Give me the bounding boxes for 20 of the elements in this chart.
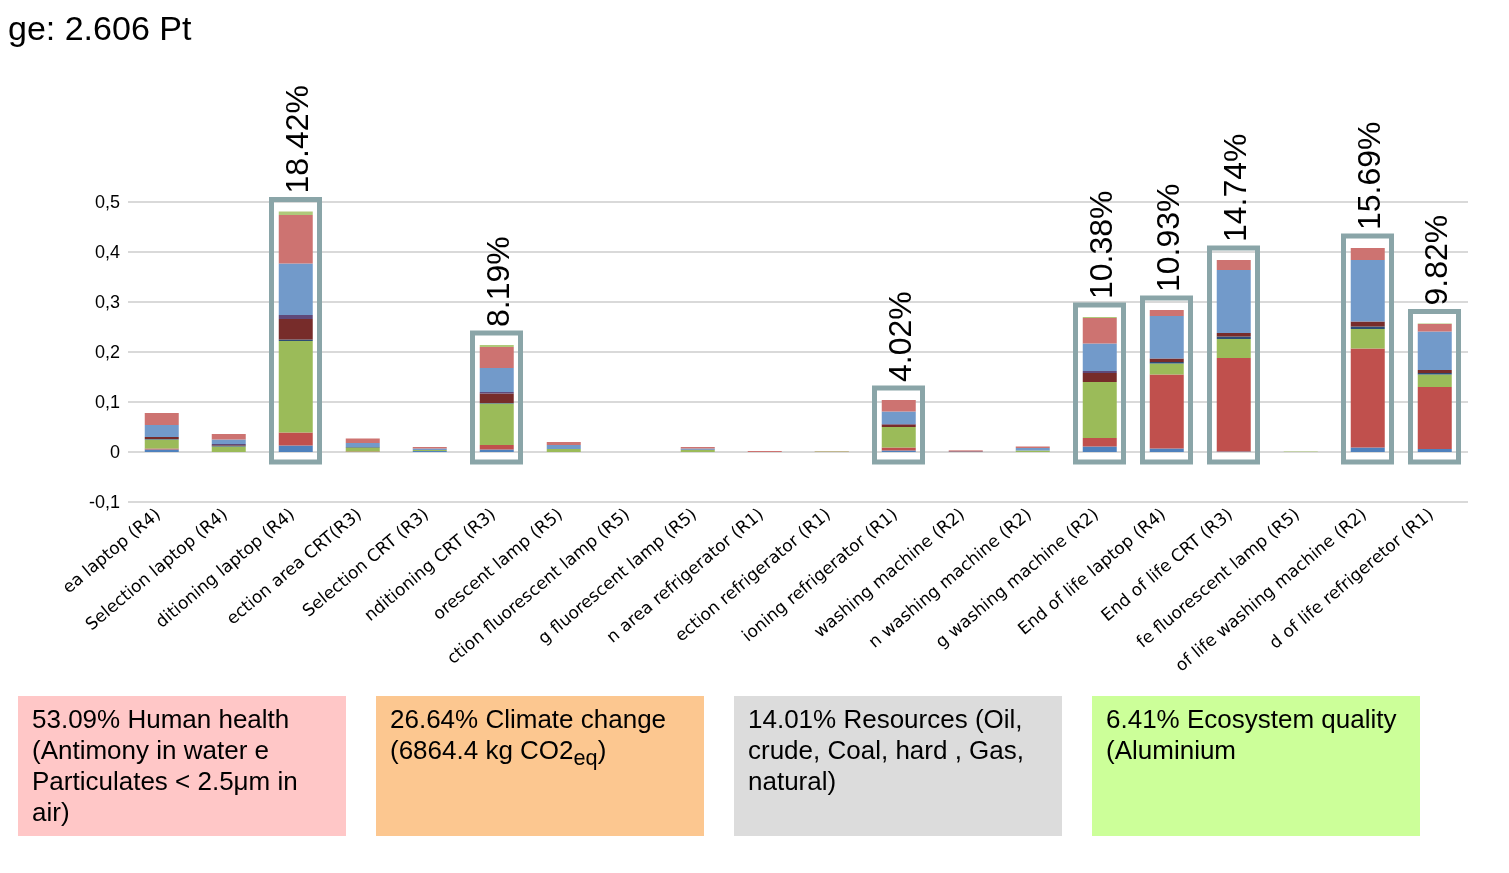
annotation: 10.93% <box>1149 183 1186 292</box>
text: 26.64% Climate change (6864.4 kg CO2$_{eq}$) <box>376 696 704 836</box>
y-tick-label: 0,5 <box>94 192 120 213</box>
annotation: 4.02% <box>881 291 918 382</box>
annotation: 14.74% <box>1216 133 1253 242</box>
text: 53.09% Human health (Antimony in water e Particulates < 2.5μm in air) <box>18 696 346 836</box>
y-tick-label: 0,4 <box>94 242 120 263</box>
y-tick-label: -0,1 <box>88 492 120 513</box>
chart-title: ge: 2.606 Pt <box>8 8 193 49</box>
annotation: 8.19% <box>479 236 516 327</box>
annotation: 9.82% <box>1417 214 1454 306</box>
y-tick-label: 0,1 <box>94 392 120 413</box>
annotation: 18.42% <box>278 84 315 194</box>
y-tick-label: 0 <box>109 442 120 463</box>
annotation: 15.69% <box>1350 121 1387 230</box>
y-tick-label: 0,3 <box>94 292 120 313</box>
y-tick-label: 0,2 <box>94 342 120 363</box>
annotation: 10.38% <box>1082 190 1119 299</box>
text: 14.01% Resources (Oil, crude, Coal, hard , Gas, natural) <box>734 696 1062 836</box>
text: 6.41% Ecosystem quality (Aluminium <box>1092 696 1420 836</box>
